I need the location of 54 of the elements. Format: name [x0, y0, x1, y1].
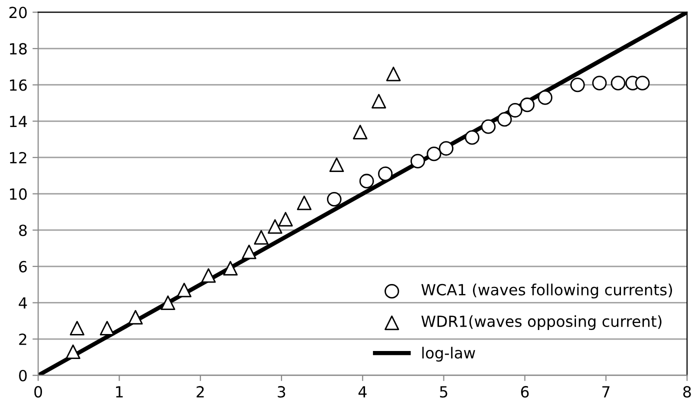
- point: [426, 146, 442, 162]
- point: [66, 344, 80, 360]
- point: [464, 130, 480, 145]
- point: [538, 90, 552, 105]
- point: [326, 192, 342, 207]
- legend-label: WDR1(waves opposing current): [421, 315, 662, 330]
- x-tick-label: 0: [34, 386, 42, 398]
- y-tick-label: 16: [10, 79, 27, 91]
- point: [296, 196, 312, 210]
- point: [635, 76, 650, 90]
- point: [497, 112, 512, 127]
- x-tick-label: 4: [358, 386, 367, 398]
- point: [410, 154, 426, 168]
- point: [329, 157, 344, 172]
- legend-label: log-law: [422, 346, 476, 362]
- y-tick-label: 6: [19, 260, 27, 272]
- point: [508, 103, 522, 118]
- point: [520, 98, 535, 112]
- x-tick-label: 1: [116, 386, 123, 398]
- point: [268, 219, 282, 234]
- x-tick-label: 6: [521, 386, 529, 398]
- point: [128, 310, 143, 325]
- point: [592, 76, 607, 90]
- point: [610, 76, 626, 90]
- point: [176, 282, 192, 298]
- point: [70, 320, 84, 336]
- y-tick-label: 12: [10, 152, 26, 164]
- y-tick-label: 2: [19, 334, 26, 345]
- point: [372, 94, 386, 108]
- point: [386, 66, 401, 82]
- point: [223, 260, 238, 276]
- y-tick-label: 20: [9, 6, 27, 18]
- point: [160, 295, 176, 310]
- y-tick-label: 18: [10, 43, 27, 55]
- x-tick-label: 7: [602, 386, 610, 398]
- x-tick-label: 3: [278, 386, 286, 398]
- legend-label: WCA1 (waves following currents): [421, 284, 672, 298]
- point: [254, 230, 269, 245]
- y-tick-label: 4: [18, 297, 27, 309]
- x-tick-label: 8: [683, 386, 691, 398]
- y-tick-label: 8: [19, 224, 27, 236]
- point: [201, 268, 216, 283]
- point: [242, 244, 256, 260]
- y-tick-label: 0: [19, 370, 27, 382]
- x-tick-label: 5: [440, 386, 448, 398]
- y-tick-label: 10: [10, 188, 27, 200]
- point: [352, 124, 368, 140]
- point: [278, 212, 293, 226]
- y-tick-label: 14: [10, 116, 27, 127]
- point: [438, 141, 454, 156]
- x-tick-label: 2: [196, 386, 204, 398]
- point: [570, 78, 585, 92]
- point: [481, 119, 496, 134]
- point: [359, 174, 374, 188]
